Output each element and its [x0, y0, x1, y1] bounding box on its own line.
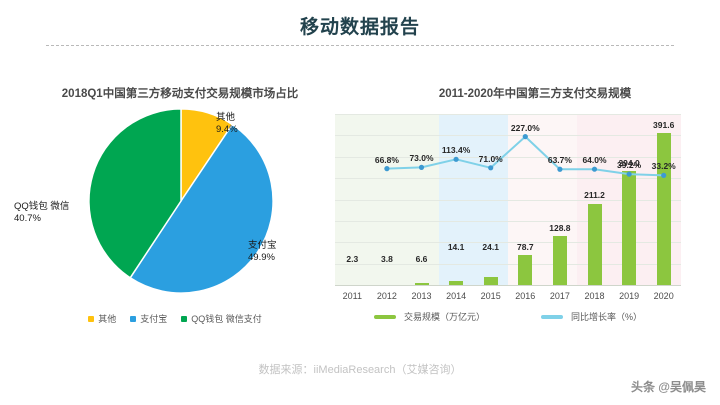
growth-value-label: 66.8% — [374, 154, 399, 165]
gridline — [335, 200, 681, 201]
x-axis-label: 2016 — [515, 291, 536, 301]
line-data-point — [661, 172, 667, 178]
bar — [483, 276, 498, 286]
pie-slice — [129, 123, 274, 294]
pie-legend-label: 其他 — [98, 314, 117, 324]
line-data-point — [418, 164, 425, 170]
line-data-point — [522, 134, 528, 140]
x-axis-label: 2011 — [342, 291, 362, 301]
legend-line-icon — [541, 314, 563, 319]
pie-legend-label: 支付宝 — [140, 314, 168, 324]
x-axis-label: 2014 — [446, 291, 467, 301]
pie-svg — [88, 108, 274, 294]
line-data-point — [591, 166, 598, 172]
legend-swatch-icon — [88, 315, 95, 322]
bar-value-label: 294.0 — [618, 158, 640, 169]
pie-label-qq: QQ钱包 微信 40.7% — [14, 201, 69, 225]
pie-label-other: 其他 9.4% — [216, 112, 238, 136]
pie-chart-panel: 其他 9.4% 支付宝 49.9% QQ钱包 微信 40.7% 其他 支付宝 QQ钱… — [10, 100, 340, 350]
gridline — [335, 242, 681, 243]
line-data-point — [488, 165, 494, 171]
bar-value-label: 14.1 — [447, 242, 465, 252]
x-axis-label: 2012 — [376, 291, 397, 301]
x-axis-label: 2015 — [480, 291, 501, 301]
x-axis-label: 2019 — [619, 291, 640, 301]
pie-chart — [88, 108, 274, 294]
bar-legend: 交易规模（万亿元） 同比增长率（%） — [332, 310, 684, 323]
bar-value-label: 211.2 — [584, 190, 605, 201]
bar-legend-label: 交易规模（万亿元） — [403, 312, 485, 322]
pie-label-other-value: 9.4% — [216, 123, 238, 135]
bar-chart-panel: 2.3 3.8 6.6 14.1 24.1 78.7 128.8 211.2 294.0 391.… — [332, 108, 684, 322]
bar — [587, 203, 602, 286]
line-data-point — [557, 166, 563, 172]
header-divider — [46, 45, 674, 46]
pie-label-qq-value: 40.7% — [14, 212, 41, 224]
bar-legend-item[interactable]: 交易规模（万亿元） — [373, 310, 485, 323]
pie-legend-item[interactable]: 支付宝 — [130, 312, 167, 325]
bar-legend-item[interactable]: 同比增长率（%） — [541, 310, 642, 323]
gridline — [335, 264, 681, 265]
gridline — [335, 157, 681, 158]
x-axis-label: 2020 — [653, 291, 674, 301]
pie-legend-item[interactable]: 其他 — [88, 312, 116, 325]
pie-label-alipay: 支付宝 49.9% — [248, 240, 277, 264]
bar-value-label: 128.8 — [549, 222, 571, 233]
bar-value-label: 6.6 — [415, 254, 428, 264]
line-data-point — [626, 171, 632, 177]
growth-value-label: 63.7% — [547, 155, 572, 166]
pie-slice — [88, 108, 182, 279]
pie-label-other-name: 其他 — [216, 112, 236, 123]
gridline — [335, 114, 681, 115]
bar-value-label: 2.3 — [346, 254, 359, 264]
growth-value-label: 33.2% — [651, 161, 676, 172]
x-axis-line — [335, 285, 681, 286]
pie-label-alipay-name: 支付宝 — [248, 240, 277, 251]
bar — [656, 133, 671, 286]
gridline — [335, 178, 681, 179]
bar — [449, 280, 464, 286]
bar-chart-title: 2011-2020年中国第三方支付交易规模 — [438, 88, 632, 100]
bar — [414, 283, 429, 286]
bar-value-label: 391.6 — [653, 120, 675, 130]
growth-value-label: 64.0% — [582, 155, 607, 166]
pie-label-alipay-value: 49.9% — [248, 251, 275, 263]
growth-line-series — [384, 134, 667, 178]
growth-value-label: 113.4% — [441, 145, 471, 156]
bar — [518, 255, 533, 286]
growth-value-label: 71.0% — [478, 153, 503, 164]
legend-line-icon — [373, 314, 396, 319]
x-axis-label: 2017 — [549, 291, 570, 301]
bar-legend-label: 同比增长率（%） — [571, 312, 643, 322]
bar-value-label: 24.1 — [482, 242, 499, 252]
bar-value-label: 78.7 — [517, 242, 534, 253]
pie-legend-label: QQ钱包 微信支付 — [191, 314, 262, 324]
x-axis-label: 2018 — [584, 291, 605, 301]
bar-value-label: 3.8 — [380, 254, 393, 264]
gridline — [335, 135, 681, 136]
legend-swatch-icon — [130, 315, 137, 322]
line-data-point — [453, 156, 459, 162]
pie-label-qq-name: QQ钱包 微信 — [14, 201, 70, 212]
line-data-point — [384, 166, 390, 172]
bar-chart-plot-area: 2.3 3.8 6.6 14.1 24.1 78.7 128.8 211.2 294.0 391.… — [335, 114, 681, 286]
author-watermark: 头条 @吴佩昊 — [630, 380, 706, 394]
growth-value-label: 227.0% — [510, 122, 540, 133]
gridline — [335, 221, 681, 222]
data-source-note: 数据来源：iiMediaResearch（艾媒咨询） — [258, 364, 462, 376]
bar — [622, 171, 637, 286]
legend-swatch-icon — [181, 315, 188, 322]
pie-legend-item[interactable]: QQ钱包 微信支付 — [181, 312, 262, 325]
page-title: 移动数据报告 — [299, 17, 420, 38]
x-axis-labels: 2011 2012 2013 2014 2015 2016 2017 2018 2019 2020 — [335, 291, 681, 305]
pie-chart-title: 2018Q1中国第三方移动支付交易规模市场占比 — [61, 88, 299, 100]
growth-value-label: 73.0% — [409, 153, 434, 164]
pie-legend: 其他 支付宝 QQ钱包 微信支付 — [10, 312, 340, 325]
x-axis-label: 2013 — [411, 291, 432, 301]
bar — [552, 235, 567, 286]
growth-value-label: 39.2% — [617, 160, 642, 171]
